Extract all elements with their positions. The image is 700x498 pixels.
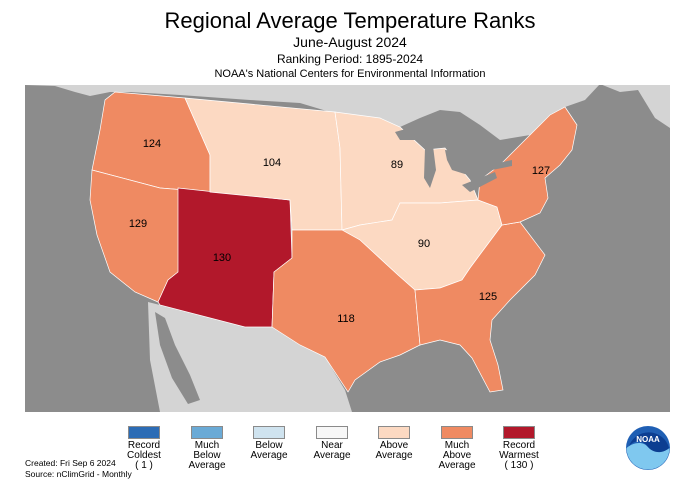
region-northeast — [477, 106, 578, 226]
region-southwest — [157, 187, 293, 328]
region-south — [271, 229, 421, 393]
lake-huron — [445, 150, 470, 175]
rank-label-northeast: 127 — [532, 165, 550, 177]
legend-swatch — [316, 426, 348, 439]
us-region-map: 124 129 130 104 89 90 118 125 127 — [25, 85, 670, 412]
lake-erie — [462, 172, 497, 192]
noaa-logo-icon: NOAA — [626, 426, 670, 470]
ranking-period: Ranking Period: 1895-2024 — [276, 52, 424, 66]
map-title: Regional Average Temperature Ranks — [164, 8, 536, 33]
created-date: Created: Fri Sep 6 2024 — [25, 458, 116, 468]
data-source-label: NOAA's National Centers for Environmenta… — [214, 68, 486, 80]
legend-swatch — [253, 426, 285, 439]
legend-near-average: Near Average — [304, 426, 360, 461]
legend-swatch — [378, 426, 410, 439]
legend-below-average: Below Average — [241, 426, 297, 461]
canada-land — [25, 85, 670, 140]
legend-label: Much Below Average — [188, 440, 226, 471]
rank-label-southwest: 130 — [213, 252, 231, 264]
map-period: June-August 2024 — [293, 34, 407, 50]
legend-label: Much Above Average — [438, 440, 476, 471]
rank-label-upper-midwest: 89 — [391, 159, 403, 171]
rank-label-west: 129 — [129, 218, 147, 230]
legend-label: Record Warmest( 130 ) — [499, 440, 539, 471]
legend-label: Above Average — [375, 440, 413, 461]
footer: Created: Fri Sep 6 2024 Source: nClimGri… — [25, 458, 132, 480]
noaa-logo-text: NOAA — [636, 435, 660, 444]
gulf-of-california — [155, 312, 200, 404]
lake-michigan — [424, 146, 436, 188]
legend-label: Near Average — [313, 440, 351, 461]
lake-superior — [395, 125, 450, 140]
rank-label-northern-rockies-plains: 104 — [263, 157, 281, 169]
rank-label-northwest: 124 — [143, 138, 161, 150]
lake-ontario — [490, 160, 512, 170]
legend-record-coldest: Record Coldest( 1 ) — [116, 426, 172, 471]
mexico-land — [148, 302, 352, 412]
rank-label-south: 118 — [337, 313, 355, 325]
legend-much-below-average: Much Below Average — [179, 426, 235, 471]
legend-above-average: Above Average — [366, 426, 422, 461]
legend-swatch — [503, 426, 535, 439]
rank-label-southeast: 125 — [479, 291, 497, 303]
legend-swatch — [191, 426, 223, 439]
legend-swatch — [441, 426, 473, 439]
legend-swatch — [128, 426, 160, 439]
region-southeast — [414, 221, 546, 393]
rank-label-ohio-valley: 90 — [418, 238, 430, 250]
source-credit: Source: nClimGrid - Monthly — [25, 469, 132, 479]
legend-much-above-average: Much Above Average — [429, 426, 485, 471]
legend-record-warmest: Record Warmest( 130 ) — [491, 426, 547, 471]
legend-label: Record Coldest( 1 ) — [127, 440, 161, 471]
legend-label: Below Average — [250, 440, 288, 461]
